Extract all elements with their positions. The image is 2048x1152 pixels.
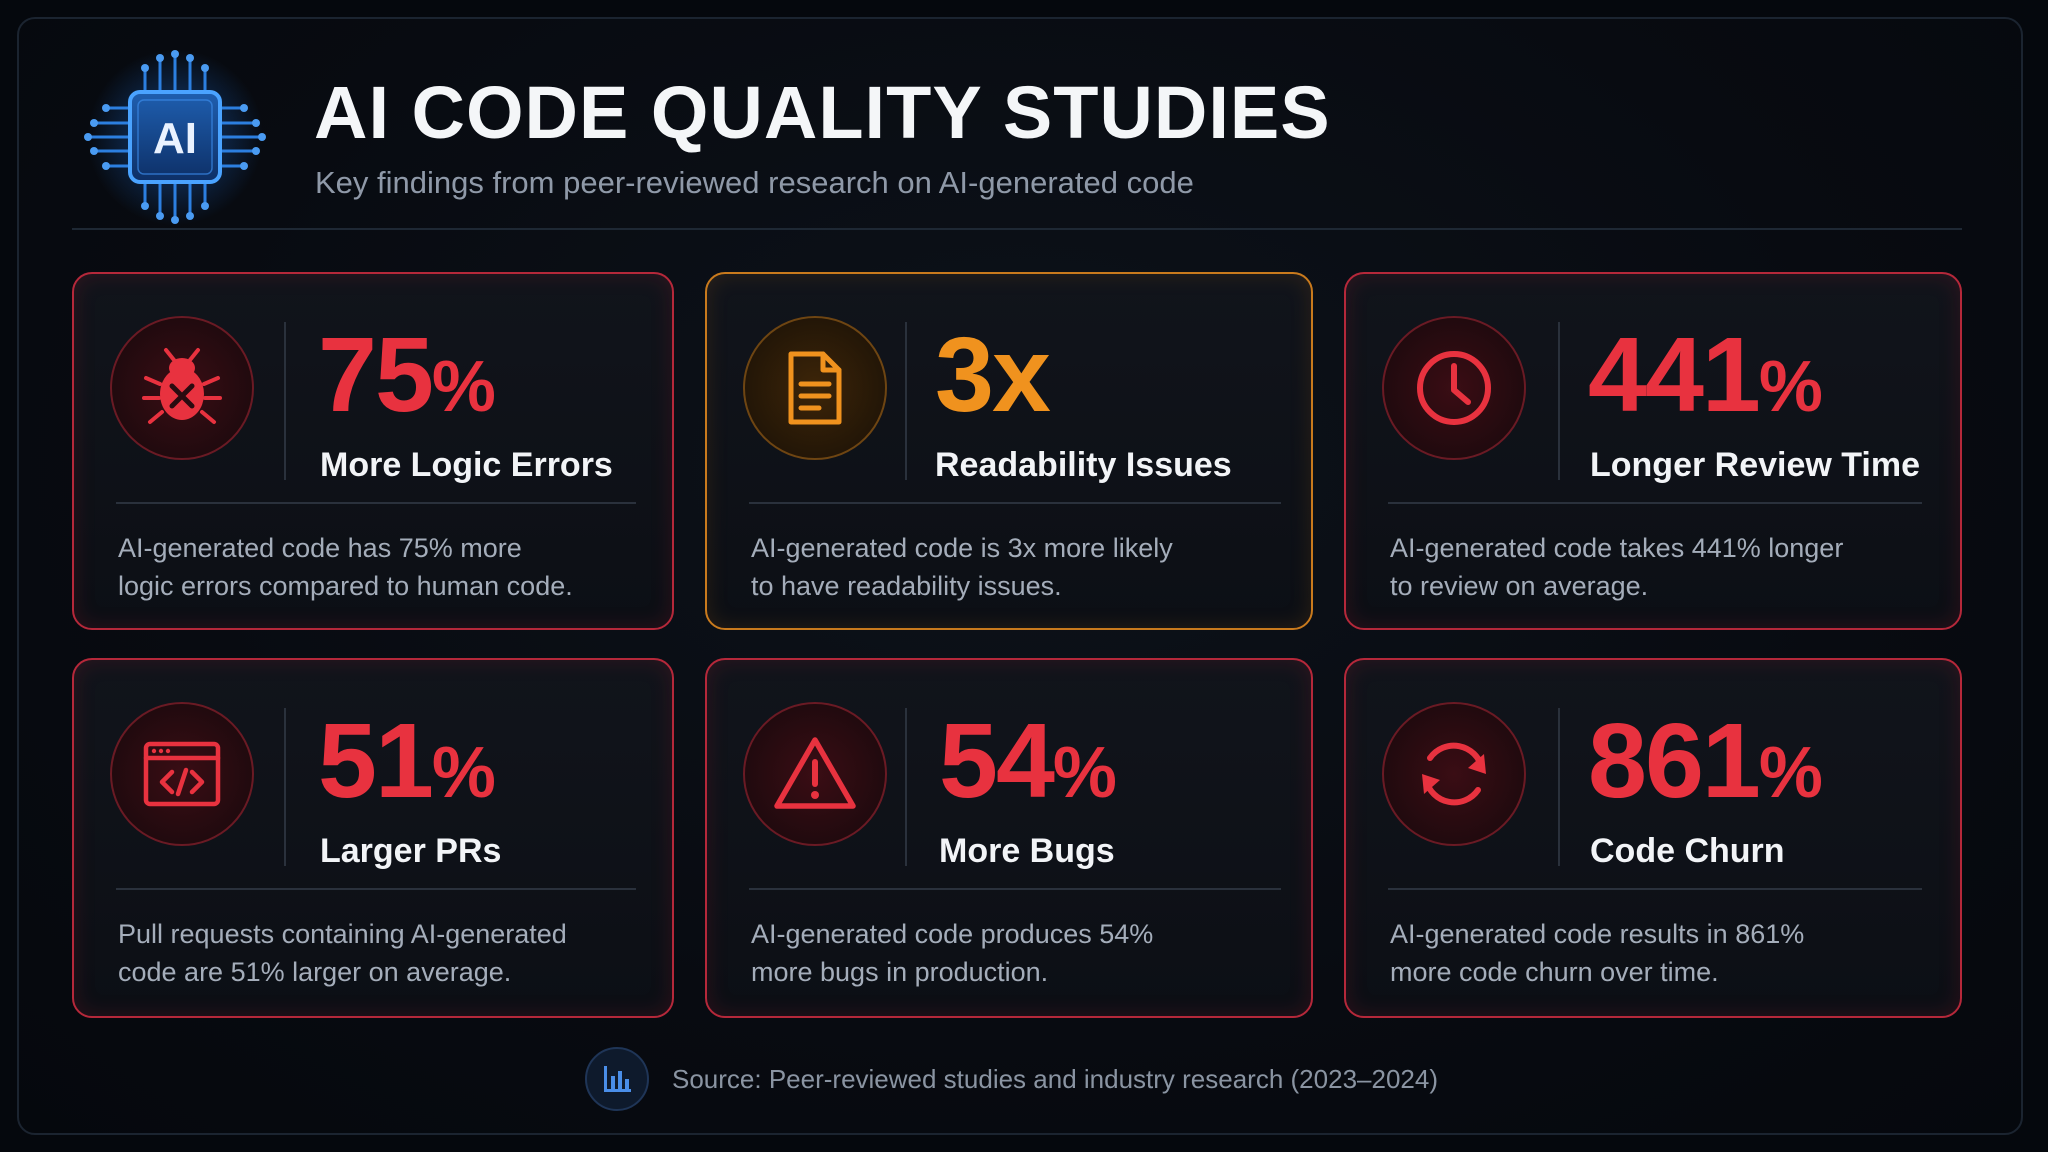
stat-number: 441 [1588,316,1761,434]
description-line: more code churn over time. [1390,957,1719,987]
stat-description: AI-generated code results in 861% more c… [1390,915,1804,991]
stat-description: AI-generated code is 3x more likely to h… [751,529,1173,605]
vertical-divider [284,708,286,866]
horizontal-divider [1388,502,1922,504]
stat-number: 861 [1588,702,1761,820]
stat-value: 861% [1588,708,1823,814]
ai-chip-icon: AI [84,49,266,225]
logo-text: AI [153,114,197,163]
vertical-divider [284,322,286,480]
description-line: more bugs in production. [751,957,1049,987]
stat-card-readability: 3x Readability Issues AI-generated code … [705,272,1313,630]
description-line: AI-generated code is 3x more likely [751,533,1173,563]
bug-icon [142,348,222,424]
stat-unit: % [1758,733,1823,813]
stat-number: 51 [318,702,434,820]
stat-label: Readability Issues [935,446,1232,484]
stat-value: 441% [1588,322,1823,428]
description-line: AI-generated code takes 441% longer [1390,533,1844,563]
stat-card-code-churn: 861% Code Churn AI-generated code result… [1344,658,1962,1018]
stat-label: More Logic Errors [320,446,613,484]
horizontal-divider [749,888,1281,890]
stat-card-review-time: 441% Longer Review Time AI-generated cod… [1344,272,1962,630]
stat-number: 75 [318,316,434,434]
description-line: AI-generated code has 75% more [118,533,522,563]
warning-icon [774,737,856,809]
stat-unit: % [1052,733,1117,813]
icon-badge [110,702,254,846]
icon-badge [743,316,887,460]
page-subtitle: Key findings from peer-reviewed research… [315,165,1194,200]
horizontal-divider [1388,888,1922,890]
page-title: AI CODE QUALITY STUDIES [314,71,1331,154]
stat-description: AI-generated code produces 54% more bugs… [751,915,1153,991]
header-divider [72,228,1962,230]
stat-value: 75% [318,322,496,428]
stat-label: Code Churn [1590,832,1785,870]
stat-card-more-bugs: 54% More Bugs AI-generated code produces… [705,658,1313,1018]
source-badge [585,1047,649,1111]
description-line: AI-generated code produces 54% [751,919,1154,949]
stat-number: 54 [939,702,1055,820]
horizontal-divider [749,502,1281,504]
stat-description: Pull requests containing AI-generated co… [118,915,567,991]
stat-label: Longer Review Time [1590,446,1921,484]
stat-label: Larger PRs [320,832,502,870]
description-line: to have readability issues. [751,571,1062,601]
horizontal-divider [116,502,636,504]
description-line: AI-generated code results in 861% [1390,919,1805,949]
horizontal-divider [116,888,636,890]
stat-value: 3x [935,322,1051,428]
description-line: logic errors compared to human code. [118,571,573,601]
bar-chart-icon [604,1066,631,1092]
icon-badge [1382,316,1526,460]
icon-badge [110,316,254,460]
description-line: Pull requests containing AI-generated [118,919,567,949]
document-icon [788,351,842,425]
stat-description: AI-generated code takes 441% longer to r… [1390,529,1843,605]
refresh-icon [1422,742,1486,806]
stat-number: 3x [935,316,1051,434]
vertical-divider [1558,322,1560,480]
description-line: to review on average. [1390,571,1649,601]
source-citation: Source: Peer-reviewed studies and indust… [672,1064,1438,1094]
stat-card-larger-prs: 51% Larger PRs Pull requests containing … [72,658,674,1018]
stat-label: More Bugs [939,832,1115,870]
icon-badge [743,702,887,846]
stat-unit: % [1758,347,1823,427]
stat-unit: % [431,733,496,813]
stat-card-logic-errors: 75% More Logic Errors AI-generated code … [72,272,674,630]
stat-value: 54% [939,708,1117,814]
stat-unit: % [431,347,496,427]
clock-icon [1417,351,1491,425]
vertical-divider [905,322,907,480]
icon-badge [1382,702,1526,846]
code-window-icon [143,741,221,807]
stat-value: 51% [318,708,496,814]
vertical-divider [905,708,907,866]
vertical-divider [1558,708,1560,866]
description-line: code are 51% larger on average. [118,957,512,987]
stat-description: AI-generated code has 75% more logic err… [118,529,573,605]
